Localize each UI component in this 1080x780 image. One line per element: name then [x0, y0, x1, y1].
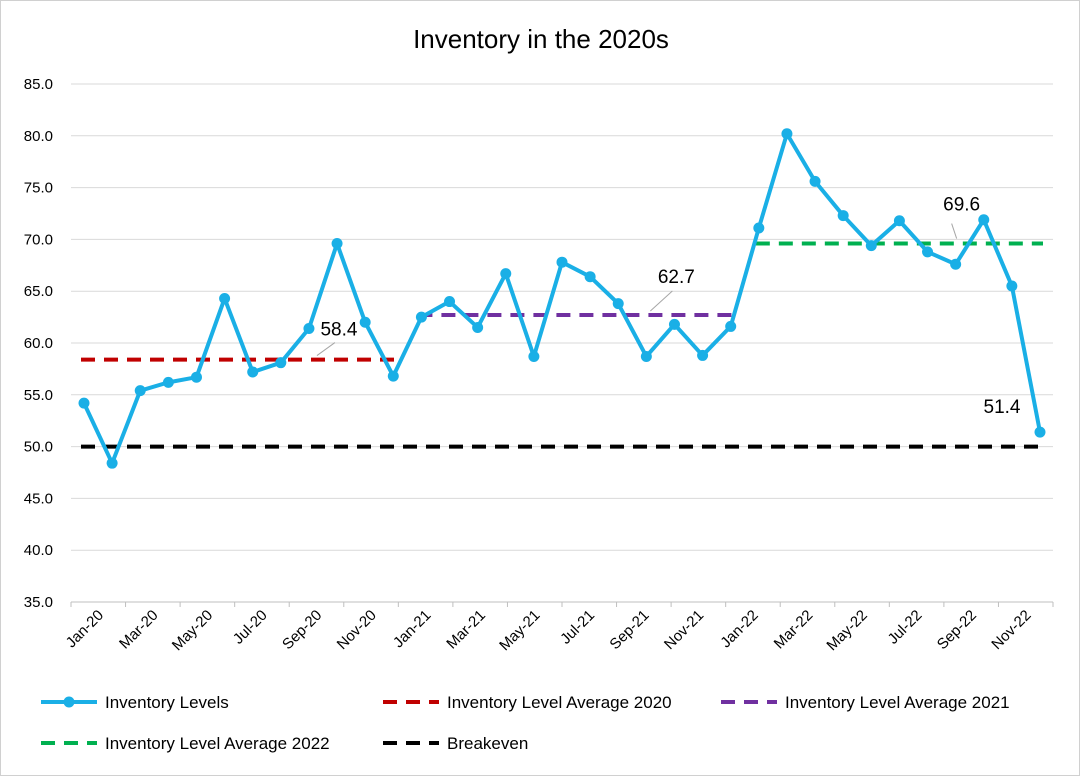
data-point	[528, 350, 540, 362]
y-tick-label: 35.0	[24, 594, 53, 611]
data-label: 62.7	[658, 267, 695, 288]
legend-label: Inventory Level Average 2022	[105, 734, 330, 753]
data-point	[809, 175, 821, 187]
data-point	[612, 298, 624, 310]
data-point	[247, 366, 259, 378]
y-tick-label: 75.0	[24, 180, 53, 197]
data-label: 69.6	[943, 195, 980, 216]
y-tick-label: 85.0	[24, 76, 53, 93]
x-axis: Jan-20 Mar-20 May-20 Jul-20 Sep-20 Nov-20 Jan-…	[63, 601, 1054, 654]
data-point	[219, 292, 231, 304]
legend-item-inventory-level-average-2020: Inventory Level Average 2020	[383, 693, 672, 712]
legend-item-breakeven: Breakeven	[383, 734, 528, 753]
data-point	[78, 397, 90, 409]
x-tick-label: Nov-22	[988, 607, 1034, 653]
x-tick-label: Sep-20	[279, 607, 325, 653]
data-point	[584, 271, 596, 283]
x-tick-label: May-21	[496, 607, 543, 654]
x-tick-label: Jul-21	[557, 607, 598, 648]
x-tick-label: Mar-20	[116, 607, 162, 653]
data-point	[865, 240, 877, 252]
y-axis: 85.0 80.0 75.0 70.0 65.0 60.0 55.0 50.0 45.0 40.0…	[24, 76, 53, 611]
data-point	[978, 214, 990, 226]
x-tick-label: Jul-22	[885, 607, 926, 648]
legend-marker	[63, 696, 75, 708]
annotation-leader	[951, 223, 958, 239]
data-point	[331, 238, 343, 250]
legend-label: Breakeven	[447, 734, 528, 753]
data-point	[359, 316, 371, 328]
data-point	[1034, 426, 1046, 438]
data-point	[556, 256, 568, 268]
data-point	[1006, 280, 1018, 292]
data-point	[190, 371, 202, 383]
x-tick-label: Sep-21	[606, 607, 652, 653]
y-tick-label: 55.0	[24, 387, 53, 404]
data-point	[950, 258, 962, 270]
x-tick-label: Nov-21	[661, 607, 707, 653]
legend-label: Inventory Levels	[105, 693, 229, 712]
data-point	[387, 370, 399, 382]
x-tick-label: Sep-22	[934, 607, 980, 653]
data-point	[893, 215, 905, 227]
x-tick-label: Mar-22	[771, 607, 817, 653]
data-point	[781, 128, 793, 140]
x-tick-label: Jan-22	[717, 607, 761, 651]
y-tick-label: 45.0	[24, 490, 53, 507]
data-point	[668, 318, 680, 330]
data-label: 51.4	[984, 397, 1021, 418]
data-point	[725, 320, 737, 332]
legend-item-inventory-level-average-2021: Inventory Level Average 2021	[721, 693, 1010, 712]
x-tick-label: Nov-20	[334, 607, 380, 653]
data-point	[444, 296, 456, 308]
gridlines	[71, 83, 1053, 603]
data-point	[837, 210, 849, 222]
x-tick-label: Mar-21	[443, 607, 489, 653]
annotation-leader	[650, 290, 673, 312]
data-point	[500, 268, 512, 280]
data-point	[303, 322, 315, 334]
legend-item-inventory-level-average-2022: Inventory Level Average 2022	[41, 734, 330, 753]
data-point	[472, 321, 484, 333]
data-point	[753, 222, 765, 234]
data-point	[162, 376, 174, 388]
x-tick-label: Jul-20	[230, 607, 271, 648]
data-point	[415, 311, 427, 323]
y-tick-label: 70.0	[24, 231, 53, 248]
x-tick-label: May-20	[169, 607, 216, 654]
y-tick-label: 50.0	[24, 439, 53, 456]
annotation-leader	[316, 342, 336, 356]
x-tick-label: May-22	[823, 607, 870, 654]
x-tick-label: Jan-20	[63, 607, 107, 651]
legend-label: Inventory Level Average 2020	[447, 693, 672, 712]
data-point	[640, 350, 652, 362]
annotations: 58.4 62.7 69.6 51.4	[316, 195, 1021, 418]
legend: Inventory Levels Inventory Level Average …	[41, 693, 1010, 753]
data-point	[922, 246, 934, 258]
y-tick-label: 40.0	[24, 542, 53, 559]
data-point	[134, 385, 146, 397]
data-point	[697, 349, 709, 361]
y-tick-label: 80.0	[24, 128, 53, 145]
data-label: 58.4	[320, 320, 357, 341]
legend-label: Inventory Level Average 2021	[785, 693, 1010, 712]
series-layer	[78, 128, 1046, 469]
y-tick-label: 60.0	[24, 335, 53, 352]
legend-item-inventory-levels: Inventory Levels	[41, 693, 229, 712]
x-tick-label: Jan-21	[390, 607, 434, 651]
y-tick-label: 65.0	[24, 283, 53, 300]
chart-title: Inventory in the 2020s	[413, 24, 669, 54]
data-point	[106, 457, 118, 469]
data-point	[275, 357, 287, 369]
